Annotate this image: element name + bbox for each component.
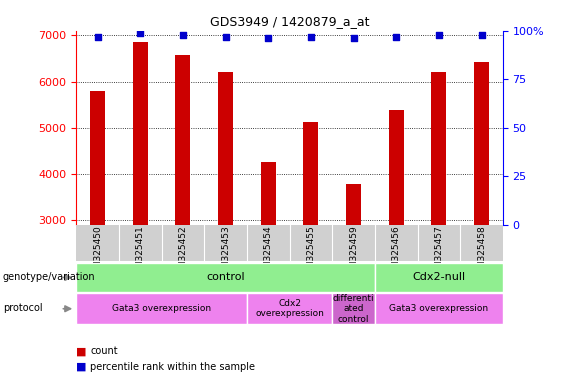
Bar [303, 122, 318, 359]
Text: control: control [206, 272, 245, 283]
Text: count: count [90, 346, 118, 356]
Point [179, 31, 188, 38]
Bar [218, 72, 233, 359]
Bar [176, 55, 190, 359]
Title: GDS3949 / 1420879_a_at: GDS3949 / 1420879_a_at [210, 15, 370, 28]
Point [136, 30, 145, 36]
Text: protocol: protocol [3, 303, 42, 313]
Text: Gata3 overexpression: Gata3 overexpression [389, 304, 488, 313]
Point [264, 35, 273, 41]
Text: percentile rank within the sample: percentile rank within the sample [90, 362, 255, 372]
Bar [375, 263, 503, 292]
Bar [432, 72, 446, 359]
Text: GSM325453: GSM325453 [221, 226, 230, 280]
Bar [133, 42, 147, 359]
Point [434, 31, 444, 38]
Text: GSM325450: GSM325450 [93, 226, 102, 280]
Point [392, 33, 401, 40]
Bar [261, 162, 276, 359]
Bar [375, 293, 503, 324]
Text: GSM325458: GSM325458 [477, 226, 486, 280]
Text: GSM325454: GSM325454 [264, 226, 273, 280]
Bar [76, 293, 247, 324]
Bar [90, 91, 105, 359]
Text: GSM325456: GSM325456 [392, 226, 401, 280]
Text: genotype/variation: genotype/variation [3, 272, 95, 282]
Point [477, 31, 486, 38]
Text: ■: ■ [76, 362, 87, 372]
Bar [346, 184, 361, 359]
Text: differenti
ated
control: differenti ated control [333, 294, 375, 324]
Bar [76, 263, 375, 292]
Text: GSM325457: GSM325457 [434, 226, 444, 280]
Bar [332, 293, 375, 324]
Bar [474, 62, 489, 359]
Text: ■: ■ [76, 346, 87, 356]
Text: GSM325452: GSM325452 [179, 226, 188, 280]
Point [349, 35, 358, 41]
Text: GSM325455: GSM325455 [306, 226, 315, 280]
Text: Cdx2-null: Cdx2-null [412, 272, 466, 283]
Bar [247, 293, 332, 324]
Text: Gata3 overexpression: Gata3 overexpression [112, 304, 211, 313]
Bar [389, 110, 403, 359]
Text: GSM325459: GSM325459 [349, 226, 358, 280]
Point [93, 33, 102, 40]
Point [221, 33, 230, 40]
Text: GSM325451: GSM325451 [136, 226, 145, 280]
Text: Cdx2
overexpression: Cdx2 overexpression [255, 299, 324, 318]
Point [306, 33, 315, 40]
